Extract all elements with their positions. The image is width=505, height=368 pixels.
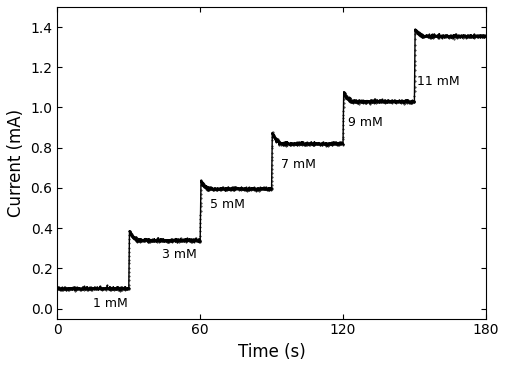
Text: 11 mM: 11 mM xyxy=(416,75,459,88)
Text: 9 mM: 9 mM xyxy=(347,116,382,128)
Y-axis label: Current (mA): Current (mA) xyxy=(7,109,25,217)
Text: 1 mM: 1 mM xyxy=(93,297,128,309)
X-axis label: Time (s): Time (s) xyxy=(237,343,305,361)
Text: 3 mM: 3 mM xyxy=(162,248,196,261)
Text: 7 mM: 7 mM xyxy=(281,158,315,171)
Text: 5 mM: 5 mM xyxy=(209,198,244,211)
